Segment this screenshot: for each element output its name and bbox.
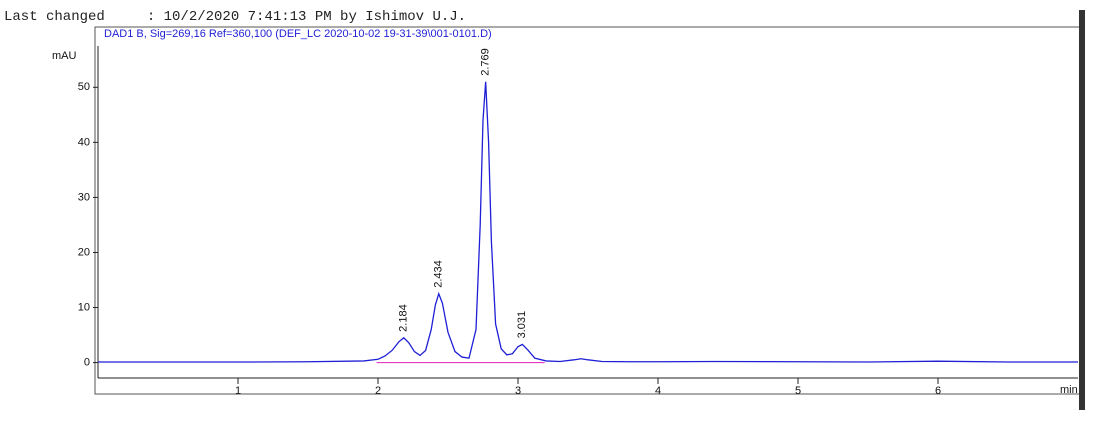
y-tick-label: 20 bbox=[78, 246, 90, 258]
peak-label: 2.769 bbox=[480, 48, 492, 76]
signal-line bbox=[98, 81, 1078, 363]
peak-label: 2.184 bbox=[398, 304, 410, 332]
chart-title: DAD1 B, Sig=269,16 Ref=360,100 (DEF_LC 2… bbox=[104, 28, 492, 40]
x-tick-label: 6 bbox=[935, 385, 941, 397]
y-tick-label: 0 bbox=[84, 356, 90, 368]
y-tick-label: 10 bbox=[78, 301, 90, 313]
x-tick-label: 5 bbox=[795, 385, 801, 397]
x-tick-label: 3 bbox=[515, 385, 521, 397]
y-tick-label: 40 bbox=[78, 136, 90, 148]
y-tick-label: 50 bbox=[78, 81, 90, 93]
x-tick-label: 4 bbox=[655, 385, 661, 397]
header: Last changed : 10/2/2020 7:41:13 PM by I… bbox=[4, 9, 466, 25]
peak-label: 3.031 bbox=[516, 311, 528, 339]
frame bbox=[94, 26, 1081, 395]
scroll-bar bbox=[1079, 10, 1085, 410]
y-tick-label: 30 bbox=[78, 191, 90, 203]
y-axis-label: mAU bbox=[52, 50, 77, 62]
peak-label: 2.434 bbox=[433, 260, 445, 288]
x-axis-label: min bbox=[1060, 384, 1078, 396]
x-tick-label: 1 bbox=[235, 385, 241, 397]
x-tick-label: 2 bbox=[375, 385, 381, 397]
